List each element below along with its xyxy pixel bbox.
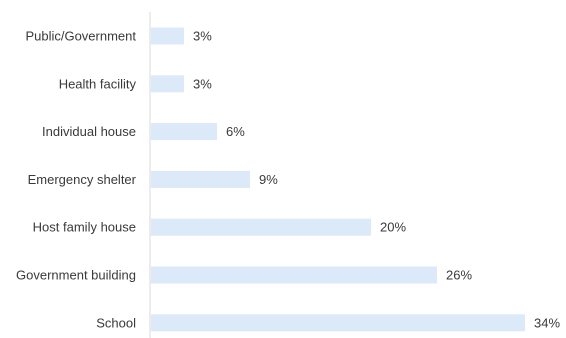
- bar-school: [151, 314, 525, 332]
- value-label: 9%: [259, 172, 278, 187]
- category-label: School: [96, 315, 136, 330]
- bar-emergency-shelter: [151, 170, 250, 188]
- category-label: Emergency shelter: [28, 172, 137, 187]
- category-label: Host family house: [33, 220, 136, 235]
- category-label: Individual house: [42, 124, 136, 139]
- value-label: 26%: [446, 268, 472, 283]
- bar-individual-house: [151, 123, 217, 141]
- value-label: 3%: [193, 76, 212, 91]
- bar-health-facility: [151, 75, 184, 93]
- bar-government-building: [151, 266, 437, 284]
- category-labels-group: Public/Government Health facility Individu…: [16, 29, 137, 331]
- bar-public-government: [151, 27, 184, 45]
- category-label: Health facility: [59, 76, 137, 91]
- value-label: 34%: [534, 315, 560, 330]
- value-label: 6%: [226, 124, 245, 139]
- bars-group: [151, 27, 525, 332]
- bar-host-family-house: [151, 218, 371, 236]
- category-label: Public/Government: [25, 29, 136, 44]
- value-labels-group: 3% 3% 6% 9% 20% 26% 34%: [193, 29, 560, 331]
- value-label: 3%: [193, 29, 212, 44]
- category-label: Government building: [16, 268, 136, 283]
- value-label: 20%: [380, 220, 406, 235]
